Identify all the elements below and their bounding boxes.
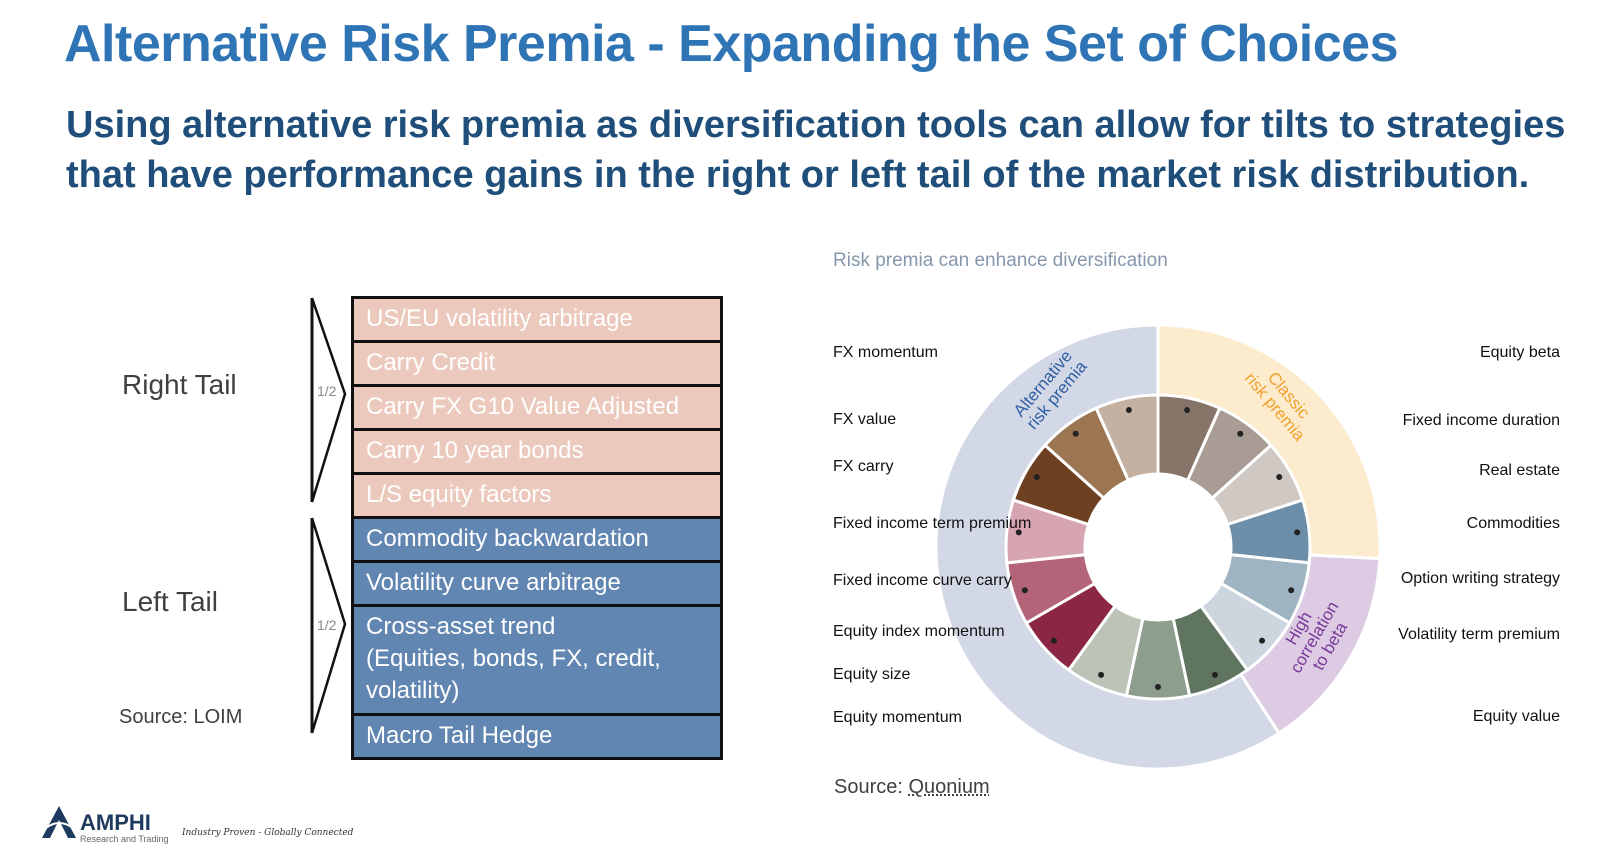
chart-source: Source: Quonium bbox=[834, 776, 990, 799]
chart-source-prefix: Source: bbox=[834, 776, 909, 798]
marker-fx-momentum bbox=[1125, 407, 1132, 414]
page-title: Alternative Risk Premia - Expanding the … bbox=[64, 15, 1399, 73]
left-tail-item-cross-asset: Cross-asset trend (Equities, bonds, FX, … bbox=[351, 604, 723, 716]
cross-asset-line-2: (Equities, bonds, FX, credit, bbox=[366, 645, 661, 672]
label-equity-size: Equity size bbox=[833, 666, 911, 683]
left-tail-item: Macro Tail Hedge bbox=[351, 713, 723, 760]
label-fx-carry: FX carry bbox=[833, 458, 894, 475]
right-tail-item: Carry Credit bbox=[351, 340, 723, 387]
amphi-logo-icon bbox=[42, 806, 76, 838]
marker-option-writing bbox=[1288, 587, 1295, 594]
label-vol-term-premium: Volatility term premium bbox=[1398, 626, 1560, 643]
logo-tagline: Industry Proven - Globally Connected bbox=[182, 828, 354, 838]
right-tail-item: Carry 10 year bonds bbox=[351, 428, 723, 475]
left-tail-half-label: 1/2 bbox=[317, 617, 337, 633]
left-tail-item: Commodity backwardation bbox=[351, 516, 723, 563]
segment-fx-momentum bbox=[1094, 393, 1160, 483]
marker-equity-size bbox=[1098, 671, 1105, 678]
chart-title: Risk premia can enhance diversification bbox=[833, 250, 1168, 271]
marker-equity-momentum bbox=[1155, 684, 1161, 690]
logo-name: AMPHI bbox=[80, 810, 151, 835]
right-tail-chevron bbox=[310, 297, 347, 503]
marker-fx-carry bbox=[1033, 474, 1040, 480]
right-tail-item: US/EU volatility arbitrage bbox=[351, 296, 723, 343]
risk-premia-donut: Alternativerisk premia Classicrisk premia… bbox=[934, 323, 1382, 771]
right-tail-item: L/S equity factors bbox=[351, 472, 723, 519]
label-equity-index-momentum: Equity index momentum bbox=[833, 623, 1005, 640]
chart-source-link[interactable]: Quonium bbox=[908, 776, 990, 798]
right-tail-half-label: 1/2 bbox=[317, 383, 337, 399]
marker-fi-duration bbox=[1237, 430, 1244, 437]
left-tail-chevron bbox=[310, 517, 347, 734]
label-real-estate: Real estate bbox=[1479, 462, 1560, 479]
label-fx-momentum: FX momentum bbox=[833, 344, 938, 361]
label-option-writing: Option writing strategy bbox=[1400, 570, 1560, 587]
label-equity-momentum: Equity momentum bbox=[833, 709, 962, 726]
left-tail-label: Left Tail bbox=[122, 586, 218, 617]
left-source: Source: LOIM bbox=[119, 706, 243, 728]
label-equity-beta: Equity beta bbox=[1479, 344, 1560, 361]
marker-fx-value bbox=[1072, 430, 1079, 437]
label-equity-value: Equity value bbox=[1472, 708, 1560, 725]
label-fx-value: FX value bbox=[833, 411, 897, 428]
label-commodities: Commodities bbox=[1466, 515, 1560, 532]
marker-fi-curve-carry bbox=[1021, 587, 1028, 594]
page-subtitle: Using alternative risk premia as diversi… bbox=[66, 104, 1566, 196]
marker-equity-value bbox=[1211, 671, 1218, 678]
marker-equity-beta bbox=[1184, 407, 1191, 414]
cross-asset-line-1: Cross-asset trend bbox=[366, 613, 556, 640]
label-fi-curve-carry: Fixed income curve carry bbox=[833, 572, 1012, 589]
label-fi-term-premium: Fixed income term premium bbox=[833, 515, 1032, 532]
marker-commodities bbox=[1294, 529, 1301, 536]
marker-real-estate bbox=[1276, 474, 1283, 480]
right-tail-item: Carry FX G10 Value Adjusted bbox=[351, 384, 723, 431]
marker-vol-term-premium bbox=[1259, 637, 1266, 644]
label-fi-duration: Fixed income duration bbox=[1402, 412, 1560, 429]
right-tail-label: Right Tail bbox=[122, 369, 237, 400]
logo-subtitle: Research and Trading bbox=[80, 834, 169, 844]
cross-asset-line-3: volatility) bbox=[366, 677, 460, 704]
marker-fi-term-premium bbox=[1015, 529, 1022, 536]
left-tail-item: Volatility curve arbitrage bbox=[351, 560, 723, 607]
tail-arrows bbox=[310, 297, 347, 734]
marker-equity-index-momentum bbox=[1050, 637, 1057, 644]
